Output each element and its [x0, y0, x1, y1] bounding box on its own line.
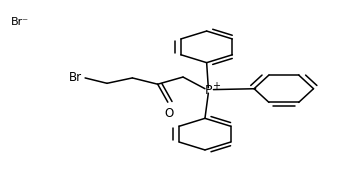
Text: Br⁻: Br⁻: [11, 17, 29, 27]
Text: P: P: [204, 84, 212, 97]
Text: Br: Br: [69, 71, 82, 84]
Text: O: O: [164, 107, 174, 120]
Text: +: +: [212, 81, 220, 91]
